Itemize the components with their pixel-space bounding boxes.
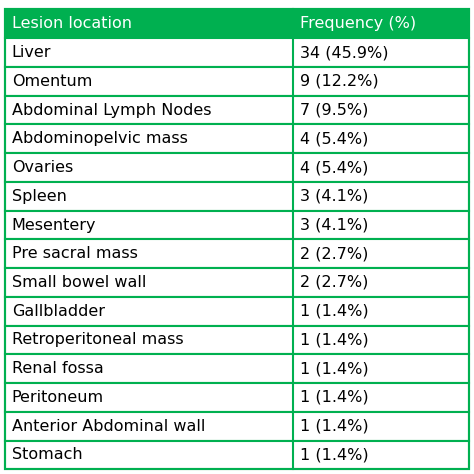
Bar — [5, 412, 469, 440]
Text: 3 (4.1%): 3 (4.1%) — [300, 189, 368, 204]
Bar — [5, 355, 469, 383]
Text: Abdominal Lymph Nodes: Abdominal Lymph Nodes — [12, 102, 211, 118]
Bar — [5, 326, 469, 355]
Bar — [5, 383, 469, 412]
Text: 1 (1.4%): 1 (1.4%) — [300, 361, 368, 376]
Text: Frequency (%): Frequency (%) — [300, 16, 416, 31]
Bar — [5, 210, 469, 239]
Text: 1 (1.4%): 1 (1.4%) — [300, 447, 368, 463]
Bar — [5, 182, 469, 210]
Text: Pre sacral mass: Pre sacral mass — [12, 246, 138, 261]
Text: Omentum: Omentum — [12, 74, 92, 89]
Text: 34 (45.9%): 34 (45.9%) — [300, 45, 388, 60]
Text: Anterior Abdominal wall: Anterior Abdominal wall — [12, 419, 205, 434]
Text: Retroperitoneal mass: Retroperitoneal mass — [12, 332, 183, 347]
Text: Peritoneum: Peritoneum — [12, 390, 104, 405]
Text: Abdominopelvic mass: Abdominopelvic mass — [12, 131, 188, 146]
Bar — [5, 67, 469, 96]
Text: Renal fossa: Renal fossa — [12, 361, 104, 376]
Text: 4 (5.4%): 4 (5.4%) — [300, 160, 368, 175]
Text: 1 (1.4%): 1 (1.4%) — [300, 419, 368, 434]
Bar — [5, 96, 469, 125]
Text: 1 (1.4%): 1 (1.4%) — [300, 390, 368, 405]
Bar — [5, 239, 469, 268]
Bar — [5, 38, 469, 67]
Text: Stomach: Stomach — [12, 447, 82, 463]
Bar — [5, 297, 469, 326]
Text: 3 (4.1%): 3 (4.1%) — [300, 218, 368, 233]
Text: 4 (5.4%): 4 (5.4%) — [300, 131, 368, 146]
Text: Small bowel wall: Small bowel wall — [12, 275, 146, 290]
Text: Ovaries: Ovaries — [12, 160, 73, 175]
Text: 2 (2.7%): 2 (2.7%) — [300, 275, 368, 290]
Text: 1 (1.4%): 1 (1.4%) — [300, 332, 368, 347]
Text: 7 (9.5%): 7 (9.5%) — [300, 102, 368, 118]
Text: 9 (12.2%): 9 (12.2%) — [300, 74, 378, 89]
Text: Spleen: Spleen — [12, 189, 67, 204]
Text: Liver: Liver — [12, 45, 51, 60]
Bar — [5, 268, 469, 297]
Bar — [5, 9, 469, 38]
Text: 1 (1.4%): 1 (1.4%) — [300, 304, 368, 319]
Bar — [5, 125, 469, 153]
Text: 2 (2.7%): 2 (2.7%) — [300, 246, 368, 261]
Text: Mesentery: Mesentery — [12, 218, 96, 233]
Text: Lesion location: Lesion location — [12, 16, 132, 31]
Bar — [5, 440, 469, 469]
Text: Gallbladder: Gallbladder — [12, 304, 105, 319]
Bar — [5, 153, 469, 182]
